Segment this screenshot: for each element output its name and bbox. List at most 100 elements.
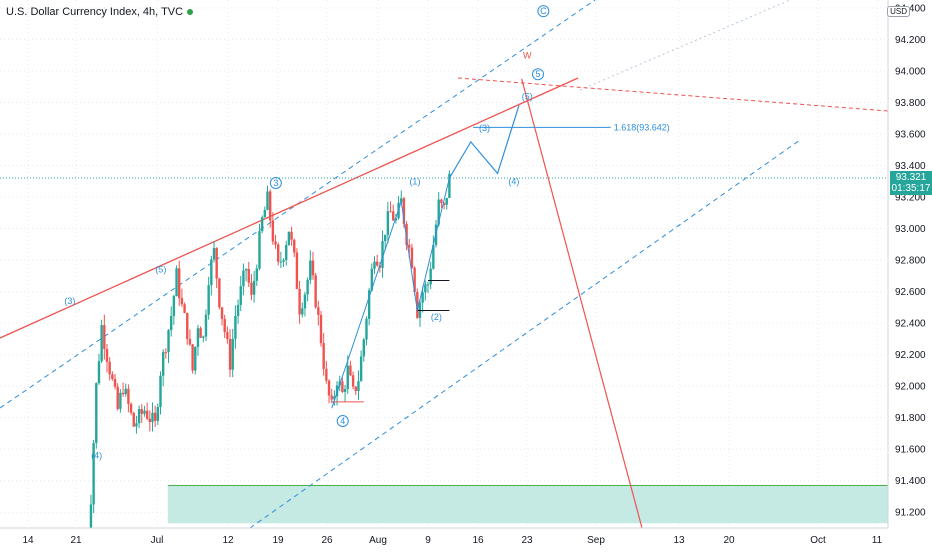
candle-body — [293, 239, 296, 253]
candle-body — [384, 234, 387, 242]
candle-body — [405, 223, 408, 245]
candle-body — [351, 375, 355, 387]
candle-body — [346, 365, 349, 389]
candle-body — [145, 410, 149, 419]
candle-body — [164, 352, 168, 354]
candle-body — [252, 280, 256, 295]
x-tick-label: Sep — [587, 535, 605, 546]
candle-body — [228, 339, 232, 370]
candle-body — [448, 173, 451, 198]
candle-body — [161, 352, 165, 376]
chart-title-text: U.S. Dollar Currency Index, 4h, TVC — [6, 6, 184, 18]
x-tick-label: Jul — [151, 535, 164, 546]
candle-body — [151, 412, 154, 423]
candle-body — [234, 316, 237, 339]
x-tick-label: 23 — [521, 535, 533, 546]
lower-channel-line — [249, 139, 801, 529]
candle-body — [111, 374, 114, 379]
current-price-label: 93.321 — [895, 171, 927, 183]
candle-body — [445, 197, 448, 205]
candle-body — [402, 198, 406, 224]
candle-body — [392, 211, 395, 221]
x-tick-label: 9 — [425, 535, 431, 546]
wave-label-circle — [336, 414, 349, 427]
candle-body — [105, 348, 109, 362]
candle-body — [311, 260, 315, 276]
candle-body — [309, 260, 312, 280]
wave-label: W — [523, 50, 532, 60]
candle-body — [180, 298, 184, 305]
currency-label: USD — [890, 7, 907, 16]
candle-body — [341, 381, 344, 392]
wave-label: 4 — [340, 416, 345, 426]
candle-body — [121, 392, 125, 395]
candle-body — [242, 270, 245, 287]
candle-body — [290, 231, 293, 240]
candle-body — [306, 279, 309, 295]
current-price-tag: 93.321 01:35:17 — [890, 170, 932, 195]
y-tick-label: 91.600 — [895, 445, 926, 456]
candle-body — [89, 504, 93, 533]
candle-body — [367, 290, 371, 319]
candle-body — [327, 380, 331, 396]
currency-badge[interactable]: USD — [887, 6, 910, 17]
candle-body — [153, 412, 157, 421]
candle-body — [113, 378, 117, 387]
candle-body — [408, 244, 411, 248]
x-tick-label: Oct — [810, 535, 826, 546]
y-tick-label: 93.600 — [895, 129, 926, 140]
wave-label: (4) — [91, 451, 102, 461]
y-tick-label: 92.200 — [895, 350, 926, 361]
candle-body — [183, 304, 186, 313]
y-tick-label: 92.400 — [895, 319, 926, 330]
candle-body — [129, 403, 133, 413]
candle-body — [277, 244, 280, 262]
candle-body — [357, 381, 360, 391]
x-tick-label: 11 — [872, 535, 883, 546]
candle-body — [370, 268, 374, 291]
candle-body — [389, 211, 392, 213]
candle-body — [271, 220, 275, 242]
candle-body — [314, 275, 317, 308]
candle-body — [188, 338, 192, 345]
candle-body — [362, 339, 365, 357]
y-tick-label: 93.800 — [895, 98, 926, 109]
y-tick-label: 94.200 — [895, 35, 926, 46]
candle-body — [194, 346, 197, 371]
candle-body — [416, 292, 419, 318]
candle-body — [381, 241, 384, 268]
candle-body — [279, 261, 283, 263]
candle-body — [135, 423, 138, 427]
candle-body — [210, 259, 213, 286]
candle-body — [137, 409, 141, 424]
faint-channel-line — [579, 0, 791, 91]
y-tick-label: 94.400 — [895, 3, 926, 14]
y-tick-label: 92.600 — [895, 287, 926, 298]
candle-body — [413, 267, 416, 293]
wave-label: (2) — [431, 312, 442, 322]
candle-body — [400, 198, 403, 203]
wave-label: C — [540, 6, 547, 16]
status-dot-icon — [187, 9, 194, 16]
candle-body — [119, 392, 122, 409]
wave-label: 5 — [535, 69, 540, 79]
candle-body — [258, 231, 261, 269]
projection-blue-path — [448, 105, 520, 179]
wave-zigzag — [331, 177, 450, 409]
candle-body — [410, 247, 414, 268]
candle-body — [424, 284, 427, 293]
candle-body — [212, 248, 216, 260]
candle-body — [319, 314, 323, 344]
candle-body — [116, 386, 119, 409]
candle-body — [426, 284, 430, 286]
candle-body — [359, 356, 363, 382]
y-tick-label: 94.000 — [895, 66, 926, 77]
y-tick-label: 91.400 — [895, 476, 926, 487]
candle-body — [301, 308, 304, 315]
candle-body — [178, 268, 181, 299]
candle-body — [386, 211, 390, 235]
y-tick-label: 91.200 — [895, 508, 926, 519]
candle-body — [442, 202, 446, 205]
